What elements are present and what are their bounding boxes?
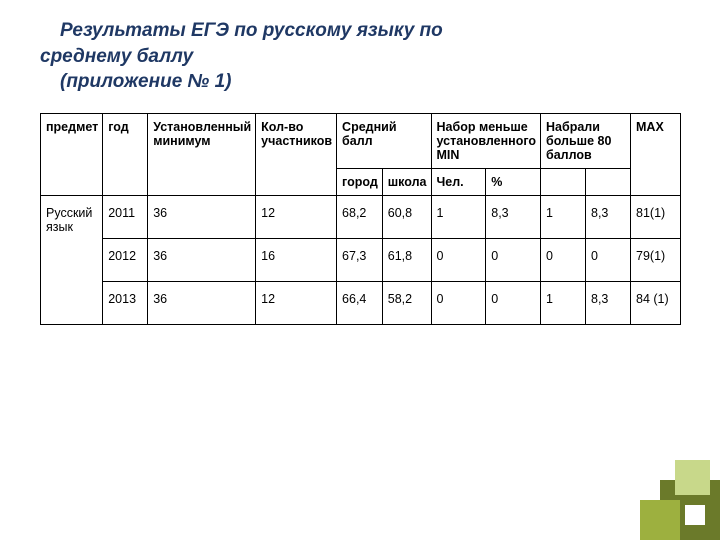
title-line-1: Результаты ЕГЭ по русскому языку по — [40, 18, 680, 44]
cell-above-n: 1 — [541, 281, 586, 324]
col-above80: Набрали больше 80 баллов — [541, 113, 631, 168]
col-subject: предмет — [41, 113, 103, 195]
cell-below-n: 1 — [431, 195, 486, 238]
cell-year: 2012 — [103, 238, 148, 281]
title-line-2: среднему баллу — [40, 44, 680, 70]
cell-min: 36 — [148, 281, 256, 324]
cell-count: 12 — [256, 195, 337, 238]
col-max: MAX — [631, 113, 681, 195]
cell-above-n: 1 — [541, 195, 586, 238]
table-row: 2012 36 16 67,3 61,8 0 0 0 0 79(1) — [41, 238, 681, 281]
slide-title: Результаты ЕГЭ по русскому языку по сред… — [0, 0, 720, 95]
col-school: школа — [382, 168, 431, 195]
cell-min: 36 — [148, 238, 256, 281]
cell-city: 67,3 — [337, 238, 383, 281]
table-row: Русский язык 2011 36 12 68,2 60,8 1 8,3 … — [41, 195, 681, 238]
col-count: Кол-во участников — [256, 113, 337, 195]
cell-above-p: 0 — [586, 238, 631, 281]
col-year: год — [103, 113, 148, 195]
cell-above-n: 0 — [541, 238, 586, 281]
cell-city: 68,2 — [337, 195, 383, 238]
cell-max: 79(1) — [631, 238, 681, 281]
cell-count: 16 — [256, 238, 337, 281]
corner-decoration — [630, 450, 720, 540]
cell-max: 84 (1) — [631, 281, 681, 324]
col-above-n — [541, 168, 586, 195]
cell-year: 2013 — [103, 281, 148, 324]
cell-above-p: 8,3 — [586, 195, 631, 238]
cell-school: 60,8 — [382, 195, 431, 238]
title-line-3: (приложение № 1) — [40, 69, 680, 95]
cell-count: 12 — [256, 281, 337, 324]
cell-above-p: 8,3 — [586, 281, 631, 324]
col-city: город — [337, 168, 383, 195]
cell-min: 36 — [148, 195, 256, 238]
header-row-1: предмет год Установленный минимум Кол-во… — [41, 113, 681, 168]
results-table: предмет год Установленный минимум Кол-во… — [40, 113, 681, 325]
cell-max: 81(1) — [631, 195, 681, 238]
cell-below-p: 0 — [486, 238, 541, 281]
cell-school: 58,2 — [382, 281, 431, 324]
cell-school: 61,8 — [382, 238, 431, 281]
col-min: Установленный минимум — [148, 113, 256, 195]
cell-city: 66,4 — [337, 281, 383, 324]
col-avg: Средний балл — [337, 113, 431, 168]
cell-below-p: 0 — [486, 281, 541, 324]
cell-year: 2011 — [103, 195, 148, 238]
col-below: Набор меньше установленного MIN — [431, 113, 541, 168]
cell-below-n: 0 — [431, 238, 486, 281]
cell-subject: Русский язык — [41, 195, 103, 324]
cell-below-n: 0 — [431, 281, 486, 324]
col-below-n: Чел. — [431, 168, 486, 195]
table-row: 2013 36 12 66,4 58,2 0 0 1 8,3 84 (1) — [41, 281, 681, 324]
col-below-p: % — [486, 168, 541, 195]
cell-below-p: 8,3 — [486, 195, 541, 238]
col-above-p — [586, 168, 631, 195]
